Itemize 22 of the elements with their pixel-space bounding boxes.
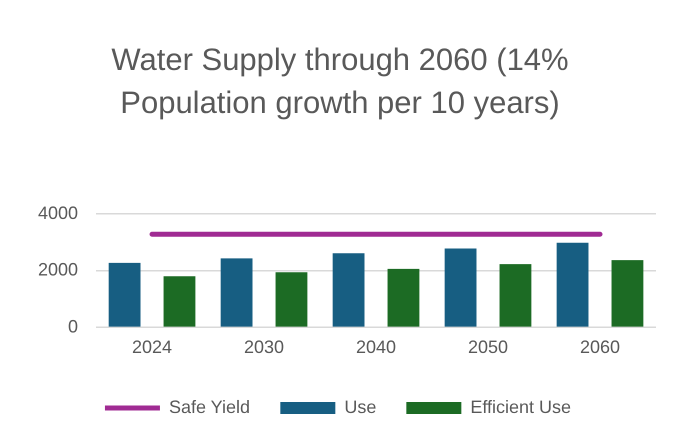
- x-tick-label: 2050: [468, 337, 508, 358]
- x-tick-label: 2024: [132, 337, 172, 358]
- bar: [220, 258, 253, 327]
- bar: [388, 268, 420, 327]
- bar: [332, 253, 364, 327]
- y-tick-label: 4000: [38, 202, 78, 223]
- bar: [556, 242, 588, 327]
- x-tick-label: 2040: [356, 337, 396, 358]
- chart-title: Water Supply through 2060 (14% Population growth per 10 years): [110, 41, 570, 122]
- x-tick-label: 2030: [244, 337, 284, 358]
- y-tick-label: 0: [68, 316, 78, 336]
- bar: [500, 264, 532, 327]
- bar: [612, 260, 644, 327]
- bar: [276, 272, 308, 327]
- y-tick-label: 2000: [38, 260, 78, 280]
- bar: [164, 276, 196, 327]
- bar: [108, 262, 141, 327]
- bar: [444, 248, 476, 327]
- legend-label: Safe Yield: [168, 396, 250, 417]
- x-tick-label: 2060: [580, 337, 620, 358]
- legend-label: Use: [344, 396, 376, 417]
- legend-label: Efficient Use: [470, 396, 572, 417]
